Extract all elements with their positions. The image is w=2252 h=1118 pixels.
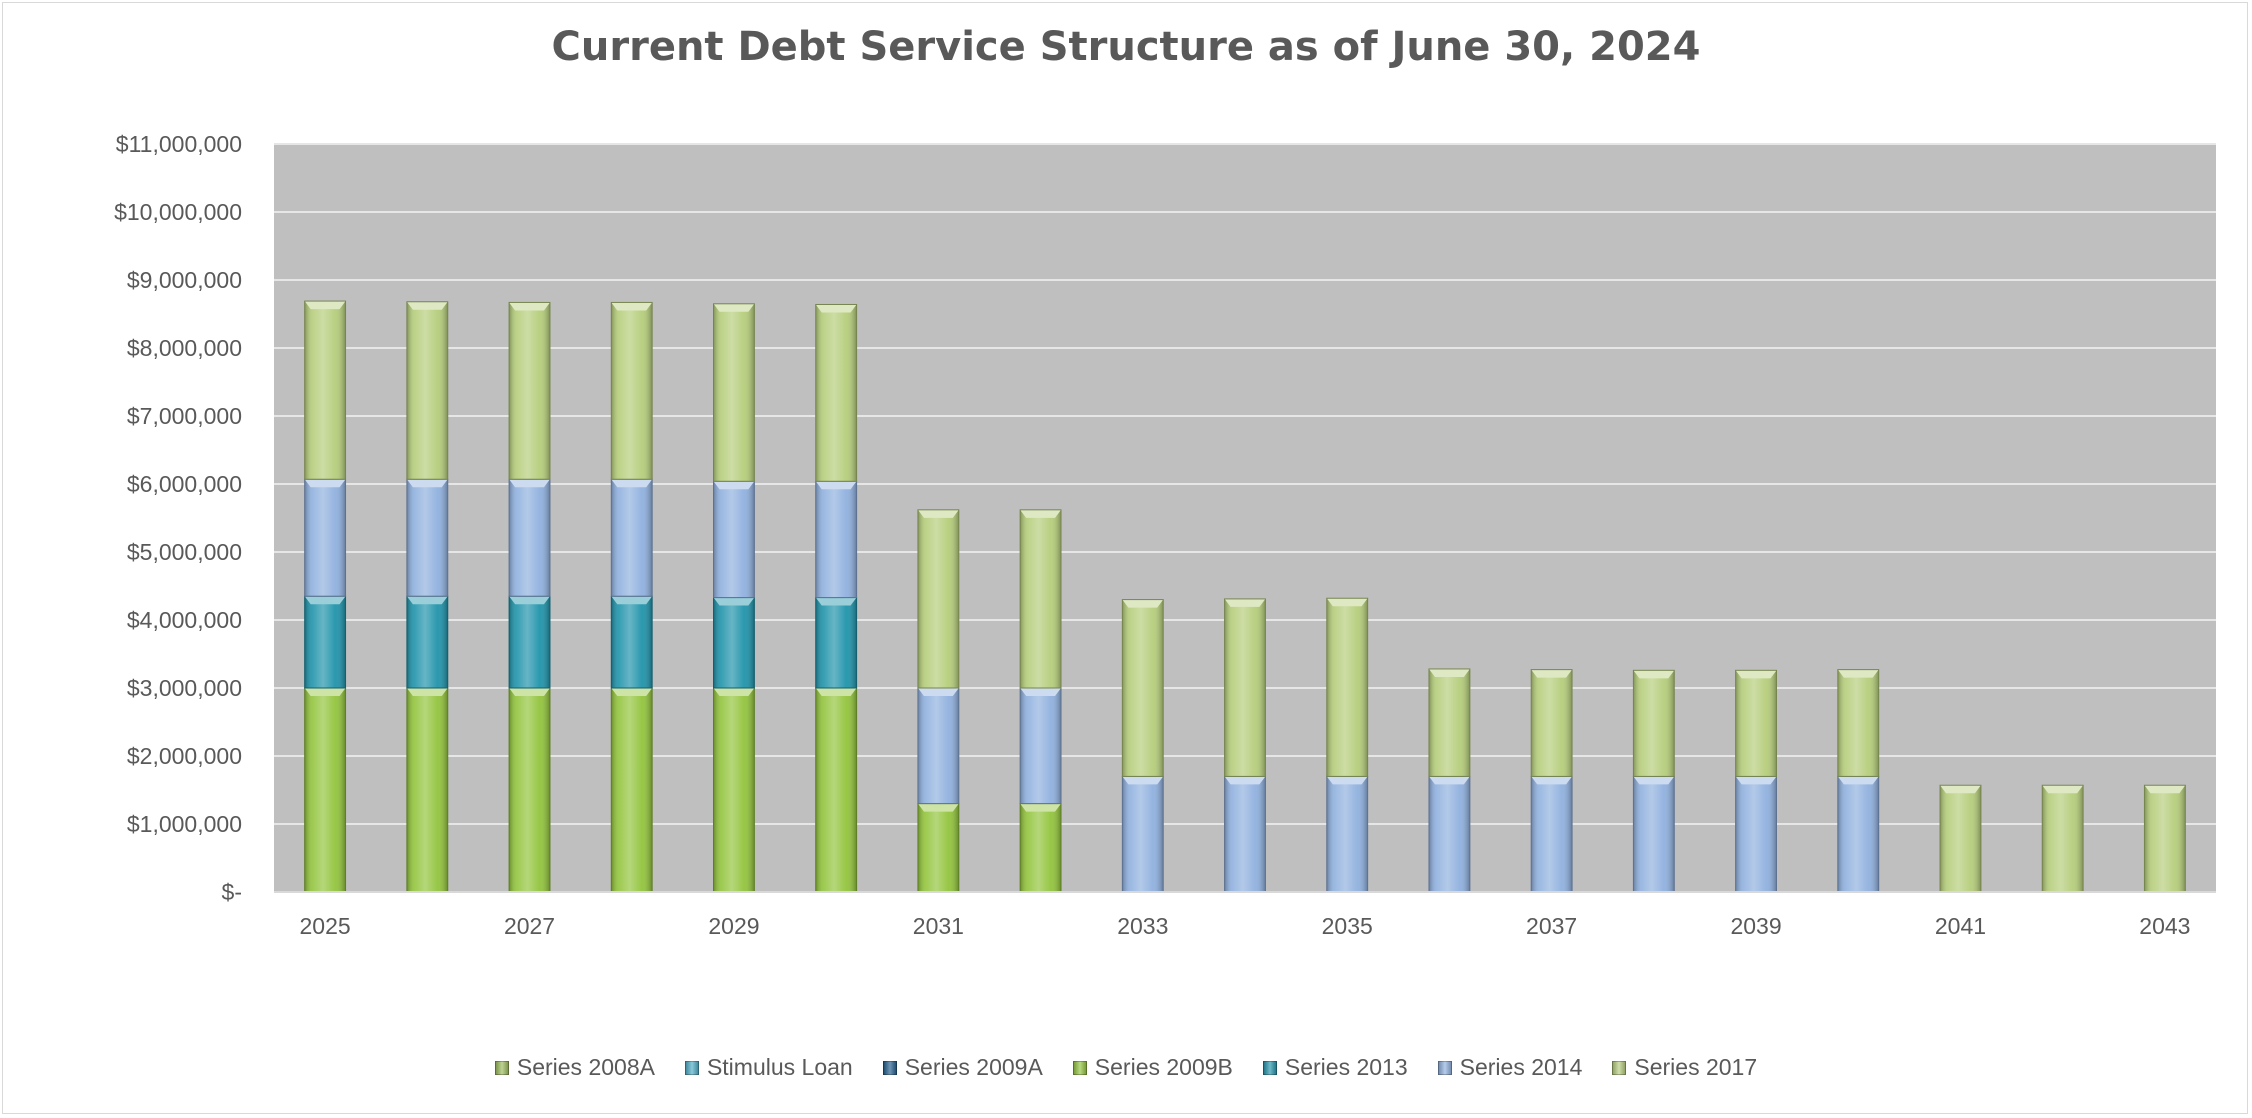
legend-item-series-2009b: Series 2009B [1072, 1054, 1233, 1081]
bar-series-2013-2025 [304, 595, 347, 689]
x-tick-label: 2025 [300, 913, 351, 939]
bar-series-2017-2038 [1632, 669, 1675, 777]
bar-series-2014-2033 [1121, 775, 1164, 893]
legend-item-series-2014: Series 2014 [1437, 1054, 1583, 1081]
bar-series-2013-2026 [406, 595, 449, 689]
y-tick-label: $2,000,000 [127, 743, 242, 769]
bar-series-2014-2035 [1326, 775, 1369, 893]
x-tick-label: 2033 [1117, 913, 1168, 939]
bar-series-2009b-2032 [1019, 803, 1062, 893]
bar-series-2017-2028 [610, 301, 653, 480]
bar-series-2017-2034 [1224, 598, 1266, 777]
y-tick-label: $4,000,000 [127, 607, 242, 633]
legend-label: Series 2008A [516, 1054, 655, 1080]
legend-swatch [1437, 1060, 1452, 1075]
bar-series-2014-2025 [304, 478, 347, 597]
bar-series-2014-2026 [406, 478, 449, 597]
bar-series-2014-2036 [1428, 775, 1471, 893]
legend-label: Series 2014 [1459, 1054, 1583, 1080]
legend-label: Series 2013 [1284, 1054, 1408, 1080]
y-axis: $- $1,000,000 $2,000,000 $3,000,000 $4,000,0… [114, 131, 242, 905]
bar-series-2017-2043 [2143, 784, 2186, 893]
bar-series-2014-2039 [1735, 775, 1777, 893]
bar-series-2017-2042 [2041, 784, 2084, 893]
bar-series-2013-2027 [508, 595, 551, 689]
legend-label: Stimulus Loan [706, 1054, 853, 1080]
bar-series-2009b-2030 [815, 687, 858, 893]
legend-item-series-2008a: Series 2008A [494, 1054, 655, 1081]
legend-item-stimulus-loan: Stimulus Loan [684, 1054, 853, 1081]
legend-item-series-2017: Series 2017 [1612, 1054, 1757, 1081]
x-axis: 2025 2027 2029 2031 2033 2035 2037 2039 2041 2043 [274, 891, 2216, 939]
bar-series-2014-2029 [713, 480, 755, 599]
y-tick-label: $- [222, 879, 242, 905]
bar-series-2013-2029 [713, 597, 755, 689]
bars [304, 300, 2186, 893]
x-tick-label: 2029 [708, 913, 759, 939]
y-tick-label: $7,000,000 [127, 403, 242, 429]
bar-series-2014-2031 [917, 687, 960, 805]
bar-series-2017-2031 [917, 509, 960, 689]
legend-swatch [1612, 1060, 1627, 1075]
bar-series-2017-2041 [1939, 784, 1982, 893]
bar-series-2013-2028 [610, 595, 653, 689]
y-tick-label: $3,000,000 [127, 675, 242, 701]
legend-label: Series 2009B [1094, 1054, 1233, 1080]
bar-series-2014-2030 [815, 480, 858, 599]
y-tick-label: $11,000,000 [116, 131, 242, 157]
bar-series-2017-2036 [1428, 668, 1471, 777]
legend-swatch [684, 1060, 699, 1075]
bar-series-2017-2030 [815, 303, 858, 482]
bar-series-2014-2032 [1019, 687, 1062, 805]
bar-series-2009b-2027 [508, 687, 551, 893]
legend-item-series-2013: Series 2013 [1262, 1054, 1408, 1081]
bar-series-2017-2033 [1121, 599, 1164, 777]
legend: Series 2008A Stimulus Loan Series 2009A Ser… [0, 1054, 2252, 1081]
y-tick-label: $5,000,000 [127, 539, 242, 565]
bar-series-2014-2028 [610, 478, 653, 597]
bar-series-2017-2040 [1837, 669, 1880, 777]
legend-label: Series 2009A [904, 1054, 1043, 1080]
legend-swatch [494, 1060, 509, 1075]
bar-series-2009b-2026 [406, 687, 449, 893]
x-tick-label: 2041 [1935, 913, 1986, 939]
bar-series-2014-2027 [508, 478, 551, 597]
bar-series-2017-2025 [304, 300, 347, 480]
y-tick-label: $10,000,000 [114, 199, 242, 225]
y-tick-label: $1,000,000 [127, 811, 242, 837]
bar-series-2014-2040 [1837, 775, 1880, 893]
bar-series-2014-2037 [1530, 775, 1573, 893]
bar-series-2009b-2025 [304, 687, 347, 893]
bar-series-2014-2034 [1224, 775, 1266, 893]
bar-series-2009b-2029 [713, 687, 755, 893]
y-tick-label: $8,000,000 [127, 335, 242, 361]
bar-series-2013-2030 [815, 597, 858, 689]
x-tick-label: 2027 [504, 913, 555, 939]
bar-series-2017-2035 [1326, 597, 1369, 777]
x-tick-label: 2035 [1322, 913, 1373, 939]
bar-series-2009b-2028 [610, 687, 653, 893]
bar-series-2017-2029 [713, 303, 755, 482]
x-tick-label: 2043 [2139, 913, 2190, 939]
legend-swatch [1262, 1060, 1277, 1075]
legend-swatch [882, 1060, 897, 1075]
bar-series-2017-2027 [508, 301, 551, 480]
bar-series-2017-2032 [1019, 509, 1062, 689]
bar-series-2009b-2031 [917, 803, 960, 893]
bar-series-2014-2038 [1632, 775, 1675, 893]
y-tick-label: $6,000,000 [127, 471, 242, 497]
bar-series-2017-2039 [1735, 669, 1777, 777]
y-tick-label: $9,000,000 [127, 267, 242, 293]
x-tick-label: 2037 [1526, 913, 1577, 939]
x-tick-label: 2039 [1730, 913, 1781, 939]
bar-series-2017-2037 [1530, 669, 1573, 777]
bar-series-2017-2026 [406, 301, 449, 480]
chart-title: Current Debt Service Structure as of Jun… [551, 24, 1701, 70]
legend-item-series-2009a: Series 2009A [882, 1054, 1043, 1081]
legend-swatch [1072, 1060, 1087, 1075]
x-tick-label: 2031 [913, 913, 964, 939]
legend-label: Series 2017 [1634, 1054, 1758, 1080]
